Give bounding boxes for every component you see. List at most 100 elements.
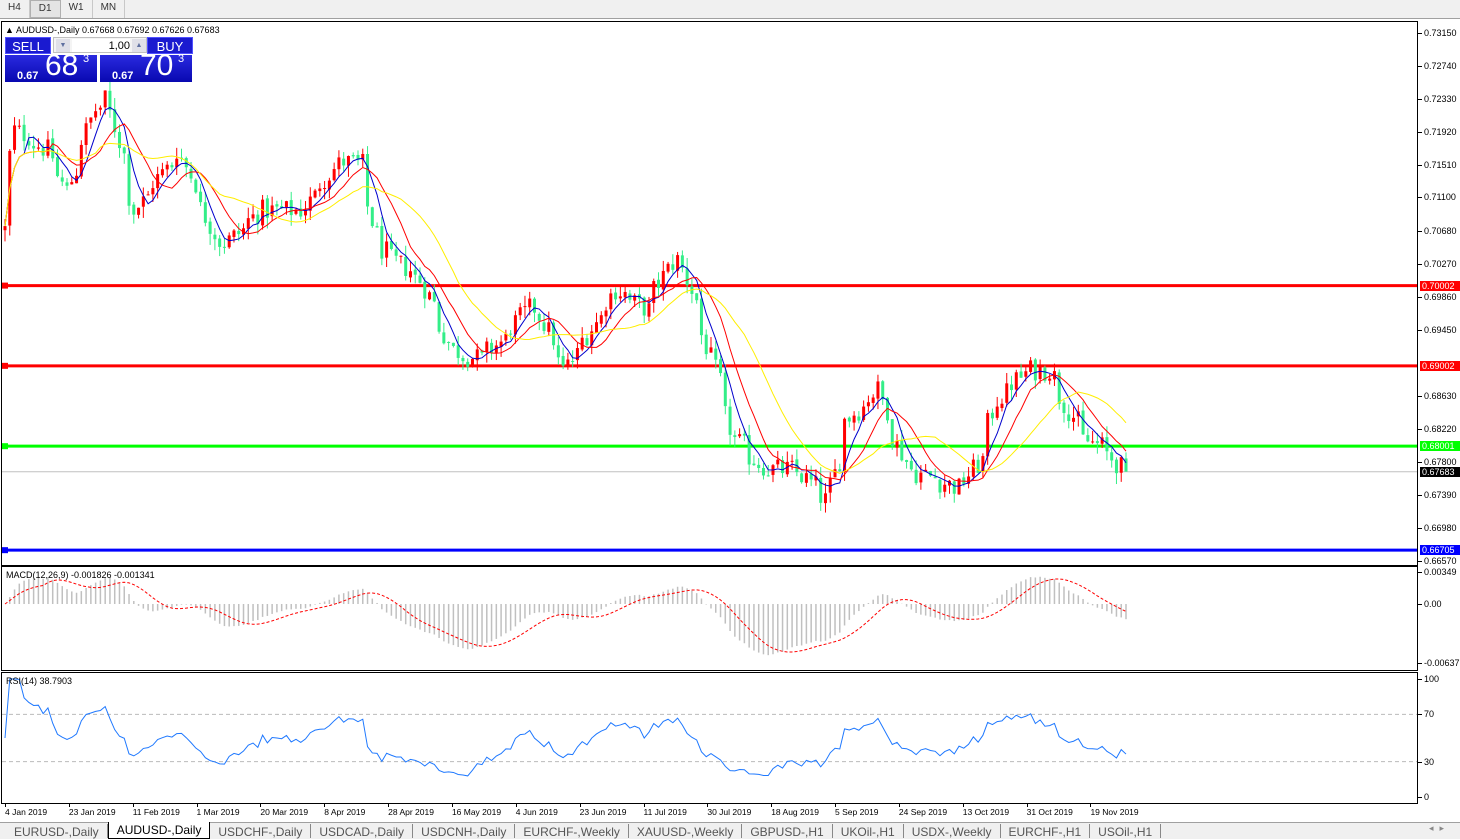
price-axis-label: 0.69860 — [1424, 292, 1457, 302]
candle-body — [704, 334, 708, 355]
candle-body — [184, 158, 188, 168]
price-axis-tick — [1418, 164, 1422, 166]
candle-body — [1095, 441, 1099, 444]
candle-body — [499, 341, 503, 348]
candle-body — [561, 355, 565, 366]
candle-body — [623, 291, 627, 298]
candle-body — [938, 479, 942, 493]
candle-body — [914, 469, 918, 484]
price-axis-label: 0.68630 — [1424, 390, 1457, 401]
tab-xauusd-weekly[interactable]: XAUUSD-,Weekly — [629, 824, 743, 839]
tab-eurchf-h1[interactable]: EURCHF-,H1 — [1001, 824, 1091, 839]
candle-body — [552, 322, 556, 346]
candle-body — [151, 188, 155, 195]
price-axis-tick — [1418, 561, 1422, 562]
price-axis-label: 0.72330 — [1424, 93, 1457, 104]
candle-body — [213, 234, 217, 240]
candle-body — [137, 207, 141, 215]
tab-eurchf-weekly[interactable]: EURCHF-,Weekly — [515, 824, 629, 839]
sell-button[interactable]: SELL — [5, 37, 51, 54]
tab-ukoil-h1[interactable]: UKOil-,H1 — [833, 824, 904, 839]
candle-body — [356, 154, 360, 160]
tab-audusd-daily[interactable]: AUDUSD-,Daily — [107, 822, 211, 839]
buy-button[interactable]: BUY — [147, 37, 193, 54]
candle-body — [127, 154, 131, 206]
tab-usdchf-daily[interactable]: USDCHF-,Daily — [210, 824, 312, 839]
date-axis-label: 19 Nov 2019 — [1090, 807, 1139, 817]
candle-body — [1024, 371, 1028, 377]
rsi-panel[interactable] — [1, 672, 1418, 804]
ask-prefix: 0.67 — [112, 70, 134, 82]
candle-body — [742, 433, 746, 436]
candle-body — [599, 315, 603, 324]
candle-body — [370, 207, 374, 227]
candle-body — [1119, 457, 1123, 473]
candle-body — [98, 107, 102, 110]
tab-usdcad-daily[interactable]: USDCAD-,Daily — [311, 824, 414, 839]
bid-pips: 68 — [45, 49, 79, 82]
date-axis-label: 18 Aug 2019 — [771, 807, 819, 817]
candle-body — [781, 460, 785, 474]
candle-body — [685, 268, 689, 286]
candle-body — [232, 230, 236, 237]
candle-body — [800, 473, 804, 483]
lot-size-input[interactable] — [72, 39, 130, 52]
timeframe-w1[interactable]: W1 — [61, 0, 93, 18]
timeframe-h4[interactable]: H4 — [0, 0, 30, 18]
date-axis-tick — [260, 803, 262, 807]
date-axis-tick — [1090, 803, 1092, 807]
candle-body — [1038, 366, 1042, 380]
candle-body — [413, 269, 417, 275]
candle-body — [1114, 459, 1118, 474]
lot-decrease-button[interactable]: ▼ — [56, 39, 70, 52]
candle-body — [160, 169, 164, 176]
price-axis-tick — [1418, 197, 1422, 199]
candle-body — [60, 177, 64, 182]
candle-body — [451, 342, 455, 346]
bid-quote[interactable]: 0.67 68 3 — [5, 49, 97, 82]
candle-body — [442, 332, 446, 344]
candle-body — [919, 472, 923, 483]
macd-panel[interactable] — [1, 566, 1418, 671]
ask-quote[interactable]: 0.67 70 3 — [100, 49, 192, 82]
candle-body — [284, 201, 288, 208]
rsi-axis-label: 70 — [1424, 709, 1435, 720]
candle-body — [385, 241, 389, 258]
candle-body — [490, 342, 494, 353]
timeframe-mn[interactable]: MN — [93, 0, 126, 18]
lot-increase-button[interactable]: ▲ — [132, 39, 146, 52]
candle-body — [1081, 410, 1085, 435]
tab-usdcnh-daily[interactable]: USDCNH-,Daily — [413, 824, 516, 839]
chart-symbol-title: ▲ AUDUSD-,Daily 0.67668 0.67692 0.67626 … — [5, 25, 220, 35]
level-handle — [2, 547, 8, 554]
tab-scroll-arrows[interactable]: ◂▸ — [1428, 823, 1450, 833]
price-chart-panel[interactable] — [1, 21, 1418, 566]
date-axis-tick — [835, 803, 837, 807]
candle-body — [36, 147, 40, 149]
candle-body — [251, 214, 255, 219]
candle-body — [847, 417, 851, 422]
candle-body — [27, 141, 31, 146]
candle-body — [661, 270, 665, 290]
candle-body — [862, 406, 866, 420]
tab-gbpusd-h1[interactable]: GBPUSD-,H1 — [742, 824, 833, 839]
date-axis-label: 11 Feb 2019 — [132, 807, 180, 817]
candle-body — [304, 209, 308, 216]
candle-body — [571, 361, 575, 363]
date-axis-tick — [898, 803, 900, 807]
candle-body — [51, 138, 55, 159]
candle-body — [1072, 417, 1076, 422]
candle-body — [261, 199, 265, 226]
candle-body — [418, 275, 422, 283]
candle-body — [13, 125, 17, 150]
candle-body — [456, 345, 460, 358]
candle-body — [337, 157, 341, 170]
date-axis-tick — [324, 803, 326, 807]
tab-usdx-weekly[interactable]: USDX-,Weekly — [904, 824, 1001, 839]
tab-usoil-h1[interactable]: USOil-,H1 — [1090, 824, 1162, 839]
candle-body — [103, 90, 107, 108]
candle-body — [366, 153, 370, 207]
tab-eurusd-daily[interactable]: EURUSD-,Daily — [6, 824, 108, 839]
timeframe-d1[interactable]: D1 — [29, 0, 61, 18]
ask-fraction: 3 — [178, 53, 185, 65]
